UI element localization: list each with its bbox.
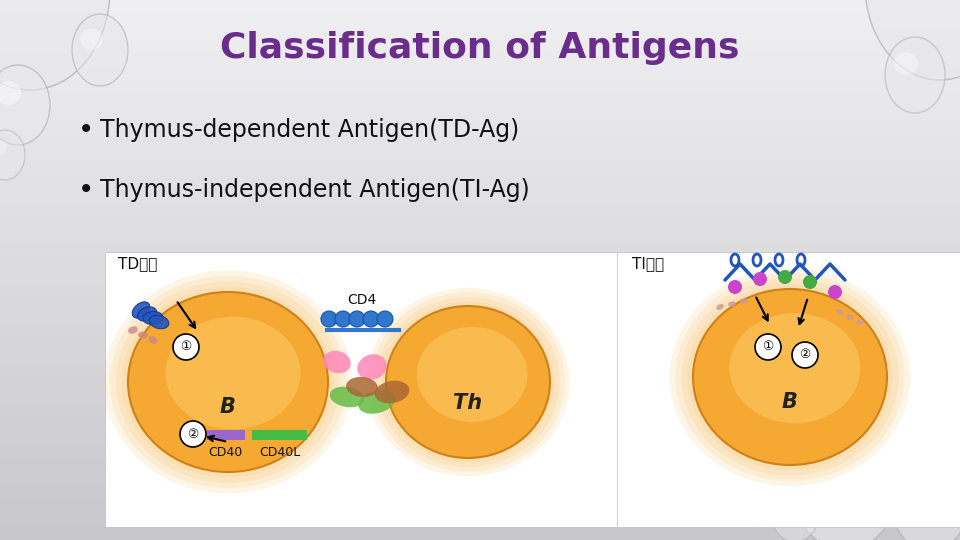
Ellipse shape [716,304,724,310]
Text: CD40: CD40 [208,446,242,458]
Circle shape [173,334,199,360]
Ellipse shape [676,273,904,481]
Circle shape [349,311,365,327]
Ellipse shape [728,301,736,307]
Ellipse shape [137,307,156,321]
Text: •: • [78,116,94,144]
Ellipse shape [329,387,365,407]
Ellipse shape [0,0,110,90]
Bar [207,430,245,440]
Ellipse shape [367,288,569,476]
Ellipse shape [0,65,50,145]
Circle shape [180,421,206,447]
Bar [252,430,307,440]
Text: •: • [78,176,94,204]
Ellipse shape [778,491,798,510]
Ellipse shape [865,0,960,80]
Ellipse shape [376,297,560,467]
Ellipse shape [116,281,340,483]
Circle shape [728,280,742,294]
Ellipse shape [770,478,820,540]
Bar [105,252,753,527]
Text: CD40L: CD40L [259,446,300,458]
Text: Classification of Antigens: Classification of Antigens [220,31,740,65]
Text: ①: ① [762,341,774,354]
Ellipse shape [806,438,851,480]
Text: TI抗原: TI抗原 [632,256,664,272]
Circle shape [321,311,337,327]
Text: ①: ① [180,341,192,354]
Ellipse shape [386,306,550,458]
Ellipse shape [693,289,887,465]
Ellipse shape [128,292,328,472]
Ellipse shape [372,292,564,471]
Ellipse shape [357,354,387,380]
Circle shape [335,311,351,327]
Circle shape [778,270,792,284]
Text: ②: ② [187,428,199,441]
Ellipse shape [128,326,138,334]
Ellipse shape [902,470,934,500]
Ellipse shape [381,301,555,463]
Ellipse shape [138,332,148,339]
Text: TD抗原: TD抗原 [118,256,157,272]
Ellipse shape [110,276,346,488]
Ellipse shape [863,405,927,485]
Ellipse shape [790,410,900,540]
Ellipse shape [374,381,409,403]
Ellipse shape [149,336,157,344]
Circle shape [755,334,781,360]
Ellipse shape [740,299,748,303]
Ellipse shape [122,287,334,477]
Ellipse shape [358,390,396,414]
Ellipse shape [324,351,350,373]
Circle shape [803,275,817,289]
Ellipse shape [143,312,163,325]
Ellipse shape [836,309,844,315]
Ellipse shape [165,317,300,429]
Circle shape [792,342,818,368]
Ellipse shape [72,14,128,86]
Ellipse shape [149,315,169,329]
Circle shape [753,272,767,286]
Text: ②: ② [800,348,810,361]
Text: Thymus-independent Antigen(TI-Ag): Thymus-independent Antigen(TI-Ag) [100,178,530,202]
Ellipse shape [846,314,854,320]
Ellipse shape [894,52,918,75]
Ellipse shape [81,29,103,50]
Bar [617,252,960,527]
Ellipse shape [0,140,7,155]
Ellipse shape [856,320,864,325]
Circle shape [828,285,842,299]
Ellipse shape [104,271,352,494]
Text: B: B [782,392,798,411]
Ellipse shape [885,37,945,113]
Ellipse shape [682,279,899,476]
Ellipse shape [0,81,21,105]
Ellipse shape [873,421,899,445]
Ellipse shape [0,130,25,180]
Text: Thymus-dependent Antigen(TD-Ag): Thymus-dependent Antigen(TD-Ag) [100,118,519,142]
Text: B: B [220,397,236,417]
Circle shape [377,311,393,327]
Ellipse shape [890,450,960,540]
Ellipse shape [687,284,893,470]
Text: CD4: CD4 [348,293,376,307]
Ellipse shape [730,313,860,423]
Ellipse shape [132,302,150,318]
Ellipse shape [346,377,378,397]
Circle shape [363,311,379,327]
Ellipse shape [417,327,527,422]
Text: Th: Th [453,393,483,413]
Ellipse shape [670,268,910,486]
